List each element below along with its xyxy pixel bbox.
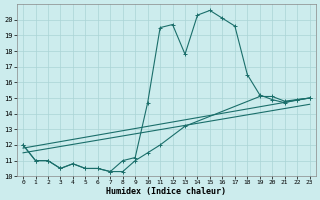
X-axis label: Humidex (Indice chaleur): Humidex (Indice chaleur) — [106, 187, 226, 196]
